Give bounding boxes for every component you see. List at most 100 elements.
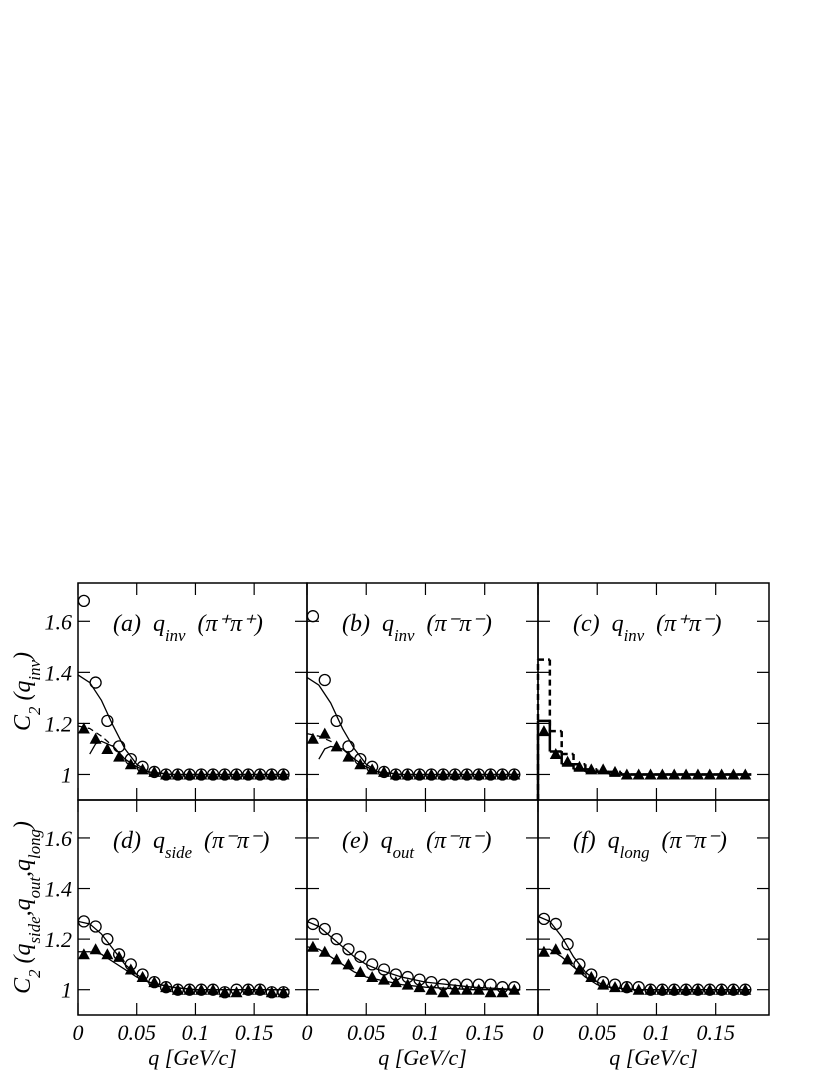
triangle-marker (691, 768, 704, 780)
panel-title-part: (d) (113, 828, 141, 854)
panel-title-part: (π⁺π⁻) (656, 611, 721, 637)
triangle-marker (484, 986, 497, 998)
triangle-marker (739, 768, 752, 780)
triangle-marker (401, 978, 414, 990)
panel-title-part: q (608, 828, 620, 854)
triangle-marker (609, 981, 621, 993)
circle-marker (89, 920, 102, 933)
panel-title-part: (π⁺π⁺) (198, 611, 263, 637)
y-tick-label: 1.6 (45, 609, 73, 634)
x-tick-label: 0.15 (696, 1020, 735, 1045)
y-tick-label: 1 (61, 978, 72, 1003)
panel-title-part: q (382, 611, 394, 637)
fit-line (306, 732, 521, 776)
y-axis-label-part: C (10, 714, 36, 731)
triangle-marker (561, 953, 574, 965)
y-axis-label-part: inv (25, 660, 44, 681)
panel-title-part: out (393, 843, 415, 862)
panel (306, 582, 539, 801)
triangle-marker (136, 971, 149, 983)
triangle-marker (342, 750, 355, 762)
y-tick-label: 1.4 (45, 877, 73, 902)
triangle-marker (89, 732, 102, 744)
panel-title-part: (π⁻π⁻) (426, 828, 491, 854)
triangle-marker (277, 986, 290, 998)
triangle-marker (644, 768, 657, 780)
panel-title: (f) qlong (π⁻π⁻) (573, 828, 727, 862)
triangle-marker (680, 768, 693, 780)
panel: 1 1.2 1.4 1.6 (45, 582, 308, 801)
triangle-marker (330, 740, 343, 752)
triangle-marker (77, 948, 90, 960)
triangle-marker (573, 963, 586, 975)
y-tick-label: 1.6 (45, 826, 73, 851)
x-tick-label: 0.1 (182, 1020, 210, 1045)
triangle-marker (148, 765, 161, 777)
fit-line (78, 951, 290, 991)
panel-title-part: q (612, 611, 624, 637)
triangle-marker (265, 986, 278, 998)
panel-title-part: (f) (573, 828, 596, 854)
triangle-marker (77, 722, 90, 734)
triangle-marker (496, 986, 509, 998)
triangle-marker (378, 973, 390, 985)
panel-title: (e) qout (π⁻π⁻) (342, 828, 491, 862)
panel-title-part: (e) (342, 828, 369, 854)
panel-frame (537, 799, 770, 1016)
y-axis-label-part: ,q (10, 859, 36, 877)
y-axis-label-part: 2 (25, 969, 44, 978)
triangle-marker (318, 727, 331, 739)
panel-title: (a) qinv (π⁺π⁺) (113, 611, 263, 645)
y-axis-label-part: ) (10, 652, 36, 662)
y-axis-label-part: (q (10, 681, 36, 707)
panel-title-part: long (620, 843, 650, 862)
panel-title: (d) qside (π⁻π⁻) (113, 828, 269, 862)
panel-title: (b) qinv (π⁻π⁻) (342, 611, 492, 645)
x-tick-label: 0 (533, 1020, 544, 1045)
x-axis-label: q [GeV/c] (148, 1045, 237, 1070)
triangle-marker (561, 755, 574, 767)
triangle-marker (318, 945, 331, 957)
x-tick-label: 0.05 (578, 1020, 617, 1045)
y-tick-label: 1.2 (45, 927, 73, 952)
circle-marker (318, 673, 331, 687)
panel-title-part: (c) (573, 611, 600, 637)
triangle-marker (549, 748, 562, 760)
panel: 0 0.05 0.1 0.15 (302, 799, 539, 1045)
circle-marker (306, 610, 320, 623)
panel-title-part: q (153, 611, 165, 637)
circle-marker (77, 594, 91, 608)
triangle-marker (378, 765, 390, 777)
triangle-marker (715, 768, 728, 780)
triangle-marker (656, 768, 669, 780)
triangle-marker (668, 768, 681, 780)
triangle-marker (537, 725, 550, 737)
triangle-marker (537, 945, 550, 957)
y-axis-label-part: long (25, 829, 44, 859)
circle-marker (330, 932, 343, 946)
y-tick-label: 1.4 (45, 660, 73, 685)
y-tick-label: 1.2 (45, 711, 73, 736)
panel (536, 582, 770, 801)
x-tick-label: 0.05 (347, 1020, 386, 1045)
panel-title-part: inv (624, 626, 645, 645)
triangle-marker (171, 983, 184, 995)
circle-marker (342, 943, 355, 956)
y-axis-label: C2 (qinv) (10, 652, 44, 731)
triangle-marker (573, 760, 586, 772)
triangle-marker (124, 758, 137, 770)
triangle-marker (620, 768, 633, 780)
x-axis-label: q [GeV/c] (609, 1045, 698, 1070)
panel-title-part: q (153, 828, 165, 854)
fit-line (538, 948, 752, 991)
panel-title-part: side (165, 843, 193, 862)
panel: 1 1.2 1.4 1.6 0 0.05 0.1 0.15 (45, 799, 308, 1045)
triangle-marker (160, 981, 173, 993)
y-axis-label-part: out (25, 877, 44, 899)
triangle-marker (218, 986, 231, 998)
triangle-marker (632, 768, 645, 780)
panel-title-part: inv (165, 626, 186, 645)
triangle-marker (437, 986, 450, 998)
panel-title-part: q (381, 828, 393, 854)
